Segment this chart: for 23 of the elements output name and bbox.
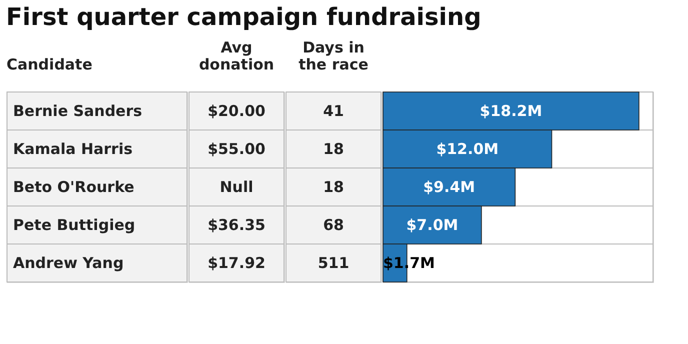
y-axis-title: Candidate: [6, 56, 92, 74]
text: $36.35: [208, 216, 266, 234]
y-tick-label: Beto O'Rourke: [13, 178, 134, 196]
data-label: $12.0M: [436, 140, 499, 158]
text: Days in the race: [298, 38, 368, 74]
text: Null: [220, 178, 254, 196]
text: $55.00: [208, 140, 266, 158]
data-label: $9.4M: [423, 178, 476, 196]
text: $17.92: [208, 254, 266, 272]
data-label: $7.0M: [406, 216, 458, 234]
text: $20.00: [208, 102, 266, 120]
text: 511: [318, 254, 350, 272]
y-tick-label: Pete Buttigieg: [13, 216, 136, 234]
text: 41: [323, 102, 344, 120]
data-label: $18.2M: [480, 102, 542, 120]
y-tick-label: Andrew Yang: [13, 254, 124, 272]
text: 68: [323, 216, 344, 234]
y-tick-label: Kamala Harris: [13, 140, 133, 158]
y-tick-label: Bernie Sanders: [13, 102, 142, 120]
text: 18: [323, 178, 344, 196]
chart-title: First quarter campaign fundraising: [6, 3, 482, 31]
text: Avg donation: [198, 38, 274, 74]
text: 18: [323, 140, 344, 158]
